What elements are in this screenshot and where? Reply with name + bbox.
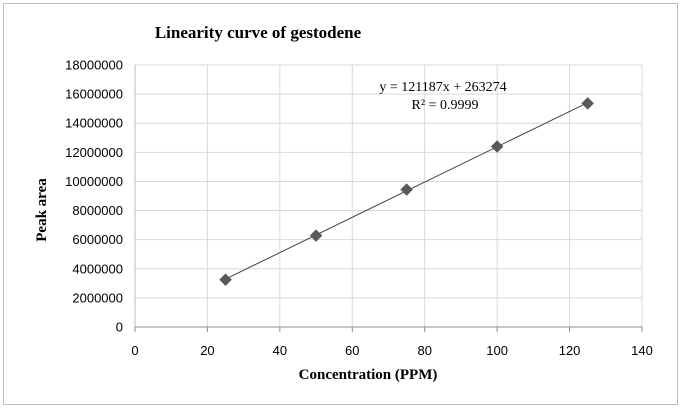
x-tick-label: 40	[273, 343, 287, 358]
data-point-diamond	[400, 183, 413, 196]
y-axis-title: Peak area	[34, 178, 50, 242]
x-tick-label: 120	[559, 343, 581, 358]
data-point-diamond	[309, 229, 323, 242]
y-tick-label: 0	[116, 320, 123, 335]
y-tick-label: 18000000	[65, 58, 123, 73]
y-tick-label: 12000000	[65, 145, 123, 160]
data-points	[219, 97, 595, 287]
data-point-diamond	[581, 97, 595, 110]
x-tick-label: 60	[345, 343, 359, 358]
y-tick-label: 14000000	[65, 116, 123, 131]
y-tick-label: 10000000	[65, 174, 123, 189]
grid-lines	[135, 64, 643, 327]
y-tick-label: 4000000	[72, 261, 123, 276]
x-tick-label: 140	[631, 343, 653, 358]
y-tick-label: 16000000	[65, 87, 123, 102]
y-tick-label: 6000000	[72, 232, 123, 247]
x-tick-label: 0	[131, 343, 138, 358]
y-axis-ticks: 0 2000000 4000000 6000000 8000000 10000000 120…	[65, 58, 123, 335]
chart-frame	[3, 3, 678, 405]
equation-label: y = 121187x + 263274	[379, 80, 506, 95]
x-tick-label: 80	[417, 343, 431, 358]
y-tick-label: 2000000	[72, 290, 123, 305]
chart-title: Linearity curve of gestodene	[155, 23, 362, 42]
x-tick-label: 20	[200, 343, 214, 358]
x-axis-title: Concentration (PPM)	[299, 367, 438, 383]
data-point-diamond	[490, 140, 504, 153]
r-squared-label: R² = 0.9999	[412, 98, 479, 113]
y-tick-label: 8000000	[72, 203, 123, 218]
x-tick-label: 100	[486, 343, 508, 358]
data-point-diamond	[219, 273, 232, 287]
x-axis-ticks: 0 20 40 60 80 100 120 140	[131, 327, 653, 358]
